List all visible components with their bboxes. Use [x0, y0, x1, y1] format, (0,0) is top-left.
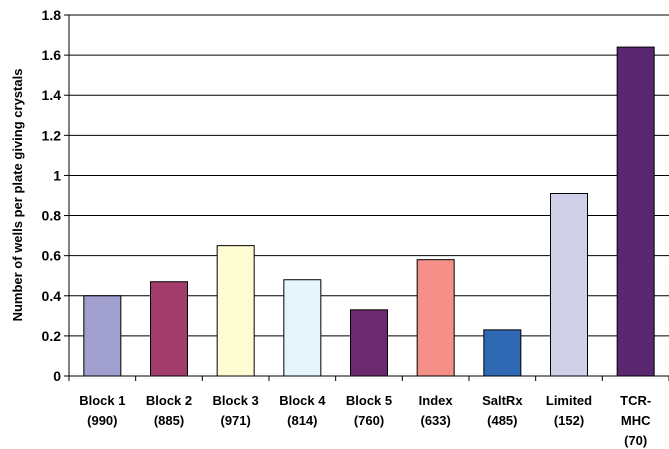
bar — [216, 245, 255, 377]
x-tick-label: Block 4 — [279, 393, 326, 408]
axes — [64, 14, 669, 381]
y-tick-label: 0.4 — [42, 288, 62, 304]
y-tick-label: 1.6 — [42, 47, 62, 63]
bar — [283, 279, 322, 377]
y-tick-label: 1.8 — [42, 7, 62, 23]
x-tick-label: MHC — [621, 413, 651, 428]
bar — [150, 281, 188, 377]
x-tick-label: Block 1 — [79, 393, 125, 408]
bar — [550, 192, 588, 377]
x-tick-label: Block 2 — [146, 393, 192, 408]
y-tick-label: 1.2 — [42, 127, 62, 143]
bar — [483, 329, 522, 377]
x-tick-label: (70) — [624, 433, 647, 448]
y-tick-label: 0 — [53, 368, 61, 384]
x-tick-label: SaltRx — [482, 393, 523, 408]
x-tick-label: (633) — [420, 413, 450, 428]
x-tick-label: Limited — [546, 393, 592, 408]
x-tick-labels: Block 1 (990) Block 2 (885) Block 3 (971) Bloc… — [79, 393, 651, 448]
x-tick-label: TCR- — [620, 393, 651, 408]
y-tick-label: 1 — [53, 167, 61, 183]
x-tick-label: (885) — [154, 413, 184, 428]
x-tick-label: (814) — [287, 413, 317, 428]
y-tick-labels: 0 0.2 0.4 0.6 0.8 1 1.2 1.4 1.6 1.8 — [42, 7, 62, 384]
bar — [416, 259, 455, 377]
y-tick-label: 0.6 — [42, 248, 62, 264]
y-axis-label: Number of wells per plate giving crystal… — [10, 69, 25, 322]
bar — [350, 309, 388, 377]
x-tick-label: (760) — [354, 413, 384, 428]
bar — [616, 46, 655, 377]
x-tick-label: (971) — [220, 413, 250, 428]
y-tick-label: 0.2 — [42, 328, 62, 344]
x-tick-label: (990) — [87, 413, 117, 428]
y-tick-label: 0.8 — [42, 208, 62, 224]
x-tick-label: Block 3 — [213, 393, 259, 408]
bars — [83, 46, 655, 377]
x-tick-label: Block 5 — [346, 393, 392, 408]
x-tick-label: (485) — [487, 413, 517, 428]
y-tick-label: 1.4 — [42, 87, 62, 103]
x-tick-label: Index — [419, 393, 454, 408]
bar — [83, 295, 122, 377]
x-tick-label: (152) — [554, 413, 584, 428]
